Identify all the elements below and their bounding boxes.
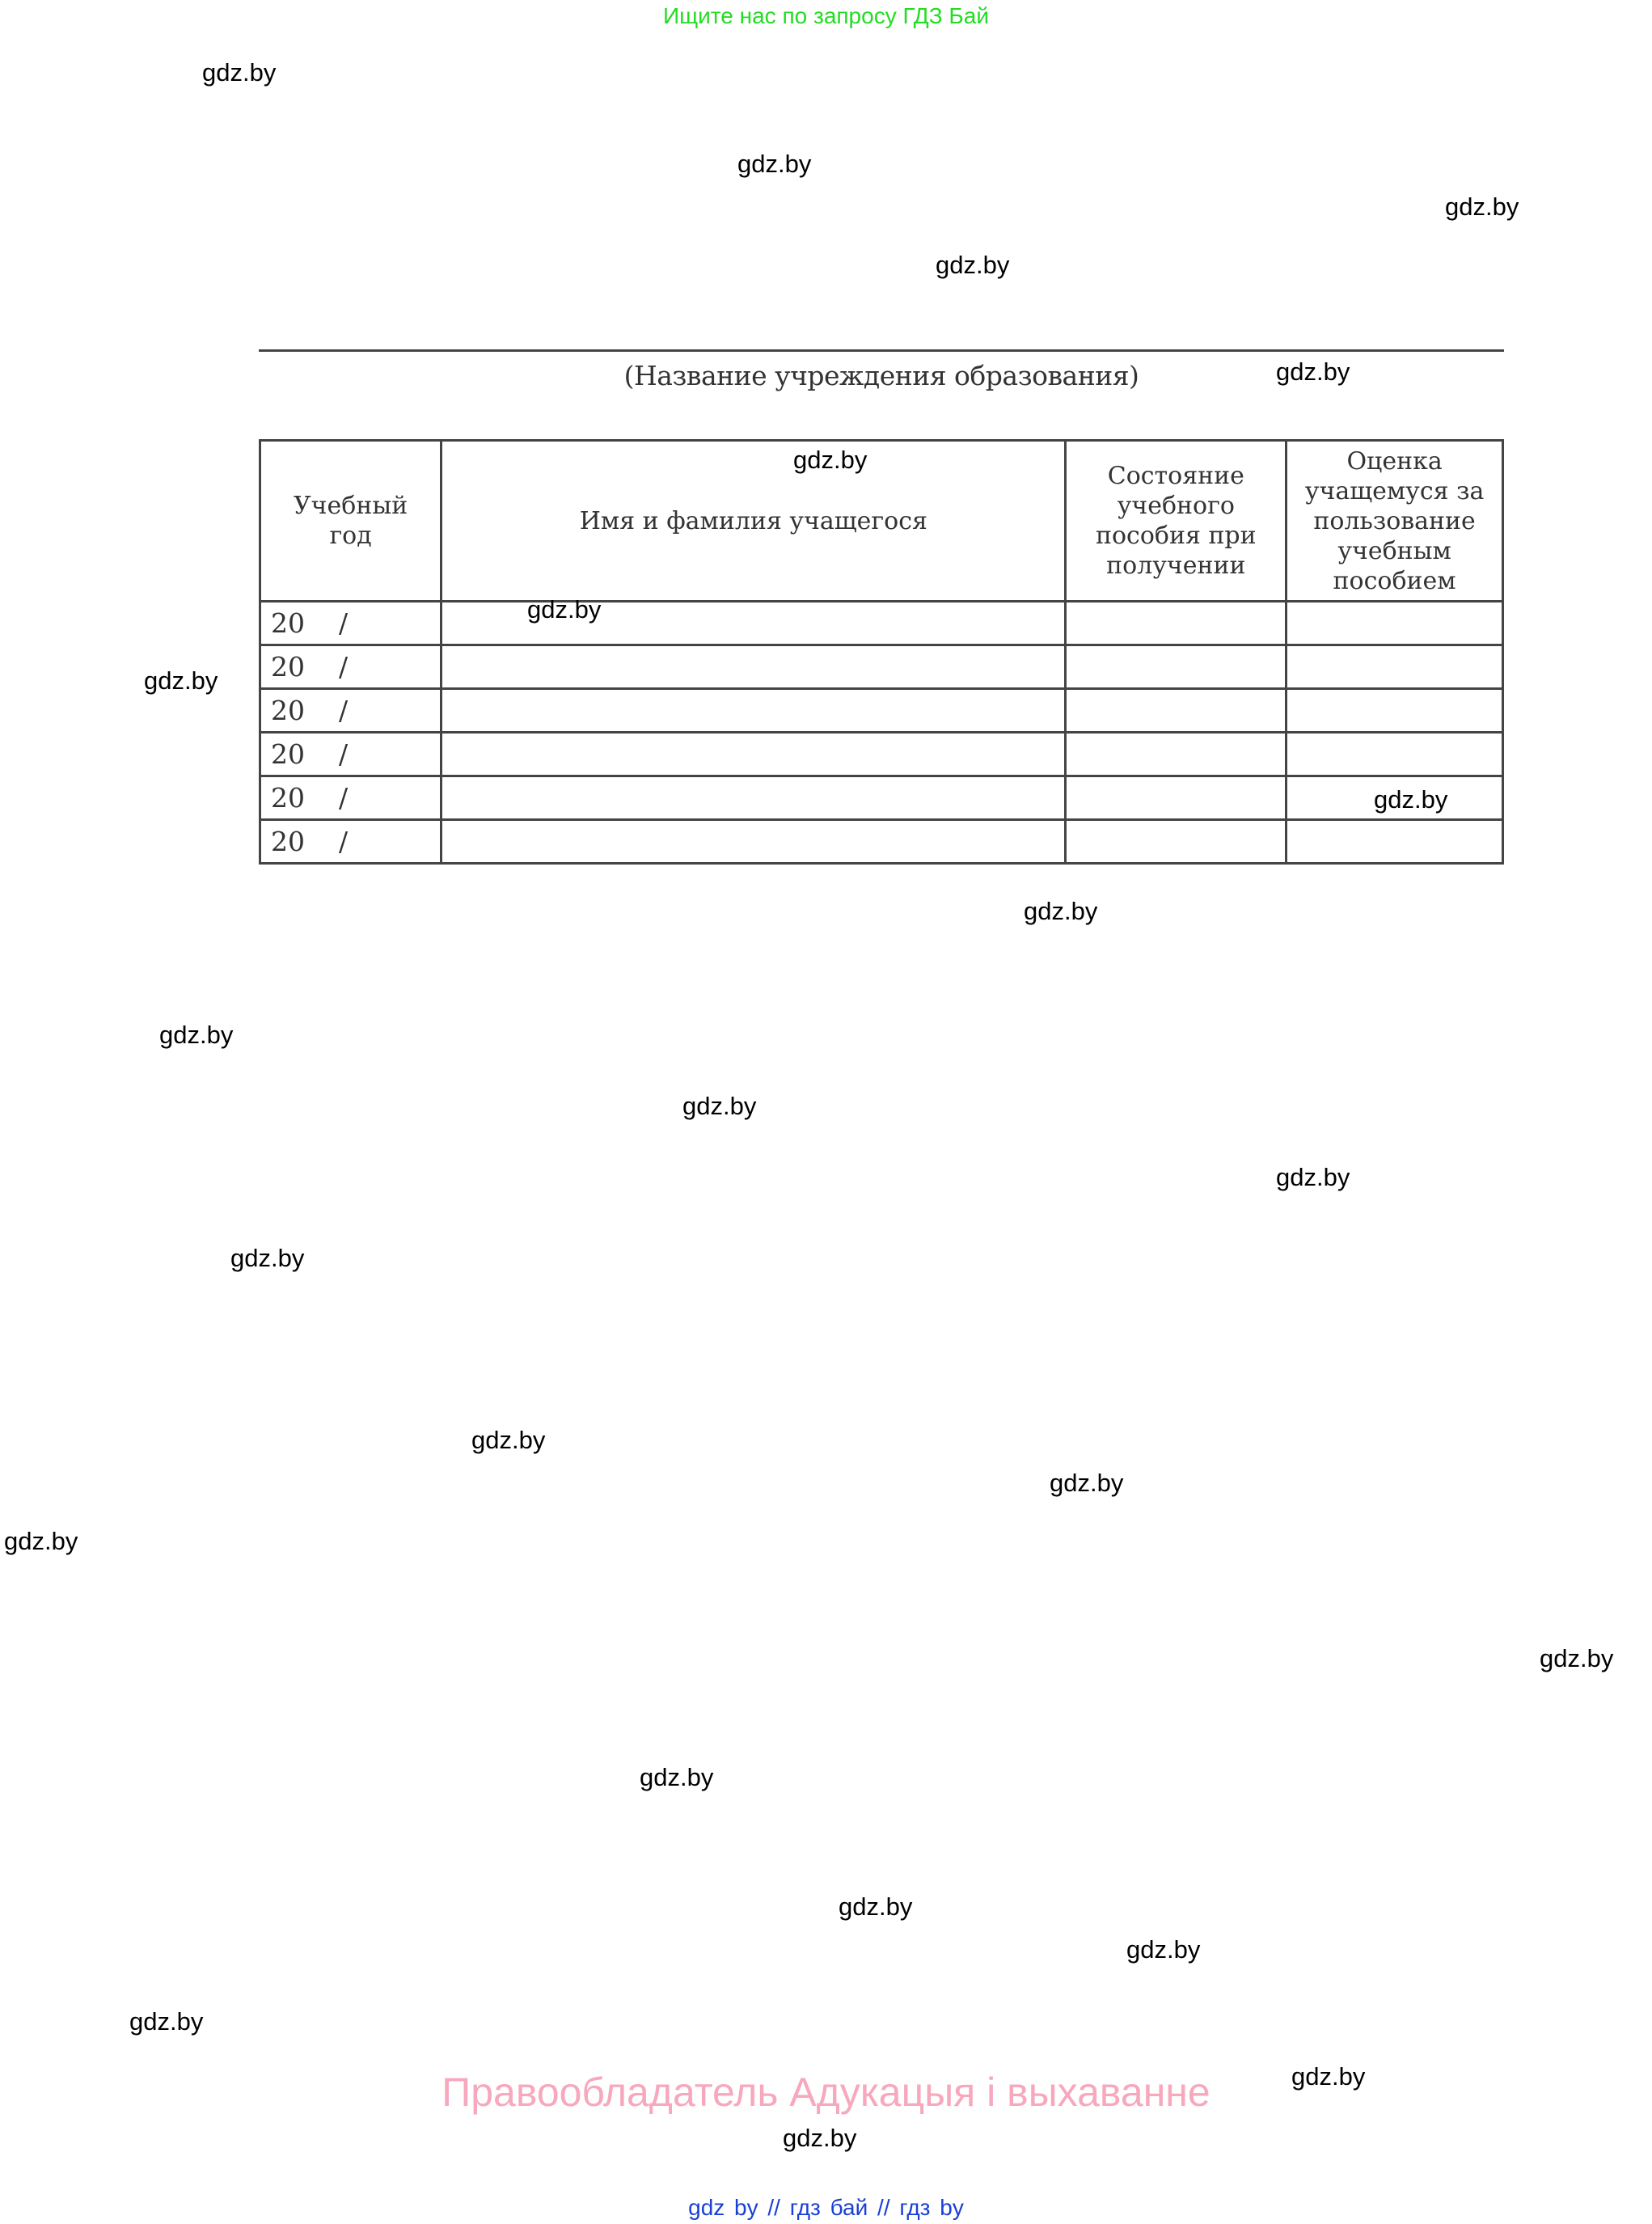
watermark: gdz.by [1276,1163,1350,1191]
watermark: gdz.by [144,666,218,695]
watermark: gdz.by [159,1021,234,1049]
watermark: gdz.by [1024,897,1098,925]
grade-cell[interactable] [1285,818,1504,865]
year-separator: / [339,651,349,683]
copyright-notice: Правообладатель Адукацыя і выхаванне [442,2070,1210,2115]
condition-cell[interactable] [1064,687,1288,734]
grade-cell[interactable] [1285,644,1504,690]
watermark: gdz.by [936,251,1010,279]
student-name-cell[interactable] [440,687,1067,734]
year-cell[interactable]: 20 / [258,644,443,690]
institution-name-line [259,349,1504,352]
table-row: 20 / [258,600,1504,646]
student-name-cell[interactable] [440,731,1067,777]
year-separator: / [339,826,349,857]
condition-cell[interactable] [1064,818,1288,865]
watermark: gdz.by [1445,192,1519,221]
watermark: gdz.by [783,2124,857,2152]
watermark: gdz.by [230,1244,305,1272]
year-prefix: 20 [271,607,305,639]
year-separator: / [339,782,349,814]
watermark: gdz.by [1374,785,1448,814]
institution-caption: (Название учреждения образования) [623,360,1139,391]
watermark: gdz.by [682,1092,757,1120]
table-row: 20 / [258,687,1504,734]
student-name-cell[interactable] [440,644,1067,690]
textbook-usage-table: Учебный год Имя и фамилия учащегося Сост… [258,439,1504,865]
year-separator: / [339,738,349,770]
watermark: gdz.by [640,1763,714,1791]
year-separator: / [339,695,349,726]
header-grade: Оценка учащемуся за пользование учебным … [1285,439,1504,603]
year-cell[interactable]: 20 / [258,687,443,734]
student-name-cell[interactable] [440,775,1067,821]
year-prefix: 20 [271,695,305,726]
grade-cell[interactable] [1285,775,1504,821]
table-row: 20 / [258,731,1504,777]
header-year: Учебный год [258,439,443,603]
year-cell[interactable]: 20 / [258,731,443,777]
year-prefix: 20 [271,738,305,770]
watermark: gdz.by [129,2007,204,2036]
condition-cell[interactable] [1064,600,1288,646]
watermark: gdz.by [1291,2062,1366,2091]
year-cell[interactable]: 20 / [258,600,443,646]
watermark: gdz.by [471,1426,546,1454]
year-separator: / [339,607,349,639]
year-prefix: 20 [271,782,305,814]
watermark: gdz.by [1050,1469,1124,1497]
year-prefix: 20 [271,826,305,857]
table-header-row: Учебный год Имя и фамилия учащегося Сост… [258,439,1504,603]
watermark: gdz.by [839,1892,913,1921]
grade-cell[interactable] [1285,731,1504,777]
year-prefix: 20 [271,651,305,683]
grade-cell[interactable] [1285,600,1504,646]
table-row: 20 / [258,644,1504,690]
watermark: gdz.by [202,58,277,87]
table-row: 20 / [258,775,1504,821]
condition-cell[interactable] [1064,731,1288,777]
search-hint: Ищите нас по запросу ГДЗ Бай [662,3,990,28]
year-cell[interactable]: 20 / [258,818,443,865]
student-name-cell[interactable] [440,600,1067,646]
watermark: gdz.by [737,150,812,178]
table-row: 20 / [258,818,1504,865]
watermark: gdz.by [1126,1935,1201,1964]
grade-cell[interactable] [1285,687,1504,734]
header-condition: Состояние учебного пособия при получении [1064,439,1288,603]
header-student-name: Имя и фамилия учащегося [440,439,1067,603]
watermark: gdz.by [4,1527,78,1555]
watermark: gdz.by [1276,357,1350,386]
condition-cell[interactable] [1064,644,1288,690]
year-cell[interactable]: 20 / [258,775,443,821]
condition-cell[interactable] [1064,775,1288,821]
watermark: gdz.by [1540,1644,1614,1672]
footer-links[interactable]: gdz by // гдз бай // гдз by [688,2195,964,2220]
watermark: gdz.by [527,595,602,624]
watermark: gdz.by [793,446,868,474]
student-name-cell[interactable] [440,818,1067,865]
